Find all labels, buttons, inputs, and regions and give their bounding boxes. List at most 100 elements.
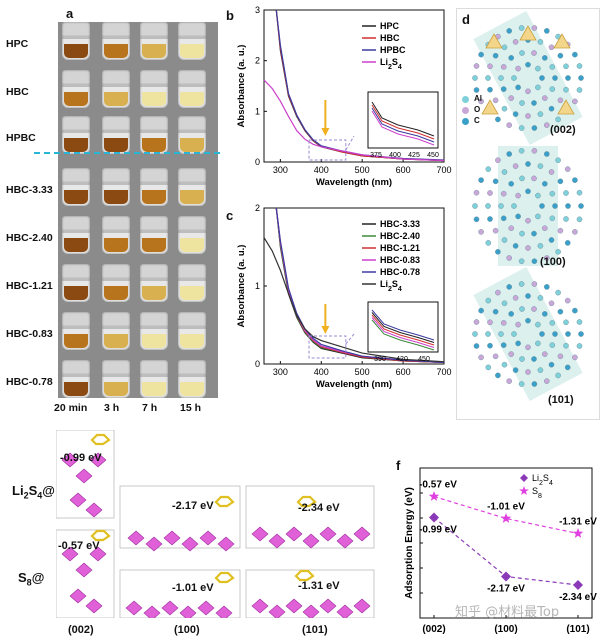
atom [572,177,578,183]
inset-line [371,314,435,346]
facet-label: (002) [550,124,576,136]
atom [563,319,569,326]
atom [485,203,491,209]
x-tick-label: (100) [494,624,517,635]
facet-label: (002) [68,624,94,636]
inset-line [371,319,435,351]
panel-d-label: d [462,12,470,27]
atom [487,319,493,326]
atom [498,331,504,337]
atom [563,63,569,70]
data-point [501,571,511,582]
atom [512,367,519,373]
atom [576,343,583,349]
adsorption-energy-label: -0.57 eV [58,540,100,552]
data-label: -1.01 eV [487,502,525,513]
vial [140,116,168,154]
atom [563,190,569,196]
atom [572,307,578,314]
atom [472,75,478,81]
vial-liquid [142,190,166,204]
al-octahedron [75,468,93,484]
atom [563,216,569,222]
atom [492,52,499,59]
zoom-box [308,139,347,161]
al-octahedron [85,598,103,614]
atom [548,44,555,51]
atom [531,381,538,387]
vial [178,264,206,302]
legend-dot [462,118,469,125]
y-tick-label: 1 [255,281,260,291]
vial-liquid [104,190,128,204]
atom [549,64,556,70]
atom [518,125,525,131]
time-label: 7 h [142,402,158,414]
vial [102,360,130,398]
row-label: HBC-0.83 [6,328,53,340]
al-octahedron [69,588,87,604]
atom [518,281,525,287]
chart-c: 300 400 500 600 700 0 1 2 Wavelength (nm) Absorba… [236,204,452,390]
al-octahedron [179,605,197,618]
x-tick-label: 700 [436,165,451,175]
data-point [428,491,440,501]
vial-liquid [104,138,128,152]
vial [62,264,90,302]
atom [506,28,513,34]
inset-line [371,110,435,146]
row-label-li2s4: Li2S4@ [12,483,55,501]
atom [531,50,537,56]
atom [564,166,571,172]
legend-sub: 2 [388,64,392,71]
al-octahedron [353,526,371,542]
adsorbate-molecule [90,433,111,446]
vial [140,22,168,60]
al-octahedron [336,604,354,618]
atom [525,88,531,95]
atom [478,177,484,183]
al-octahedron [125,600,143,616]
atom [492,227,499,234]
time-label: 20 min [54,402,88,414]
atom [563,342,569,349]
legend-text: S [543,473,549,483]
data-label: -2.34 eV [559,592,597,603]
al-octahedron [319,526,337,542]
al-octahedron [61,452,79,468]
atom [576,319,583,325]
al-octahedron [145,536,163,552]
atom [565,331,571,337]
vial-liquid [180,92,204,106]
atom [500,64,507,70]
atom [576,63,583,69]
atom [544,284,550,290]
legend-sub: 2 [539,480,543,487]
atom [557,52,564,59]
adsorption-energy-label: -0.99 eV [60,452,102,464]
atom [501,361,508,368]
inset-tick-label: 420 [396,356,408,363]
atom [552,203,558,209]
atom [535,192,541,199]
atom [506,284,513,290]
inset-tick-label: 425 [408,152,420,159]
vial [62,70,90,108]
atom [478,98,484,105]
atom [578,331,584,337]
legend-sub: 2 [388,286,392,293]
adsorption-energy-label: -2.17 eV [172,500,214,512]
lattice-plane [473,10,583,146]
atom [557,308,564,315]
atom [576,189,583,196]
legend-dot [462,96,469,103]
legend-marker [520,474,528,482]
vial-liquid [64,238,88,252]
atom [515,65,521,72]
atom [564,364,571,371]
x-tick-label: 300 [273,367,288,377]
vial [140,360,168,398]
atom [473,87,480,93]
al-octahedron [217,536,235,552]
atom [508,95,515,101]
